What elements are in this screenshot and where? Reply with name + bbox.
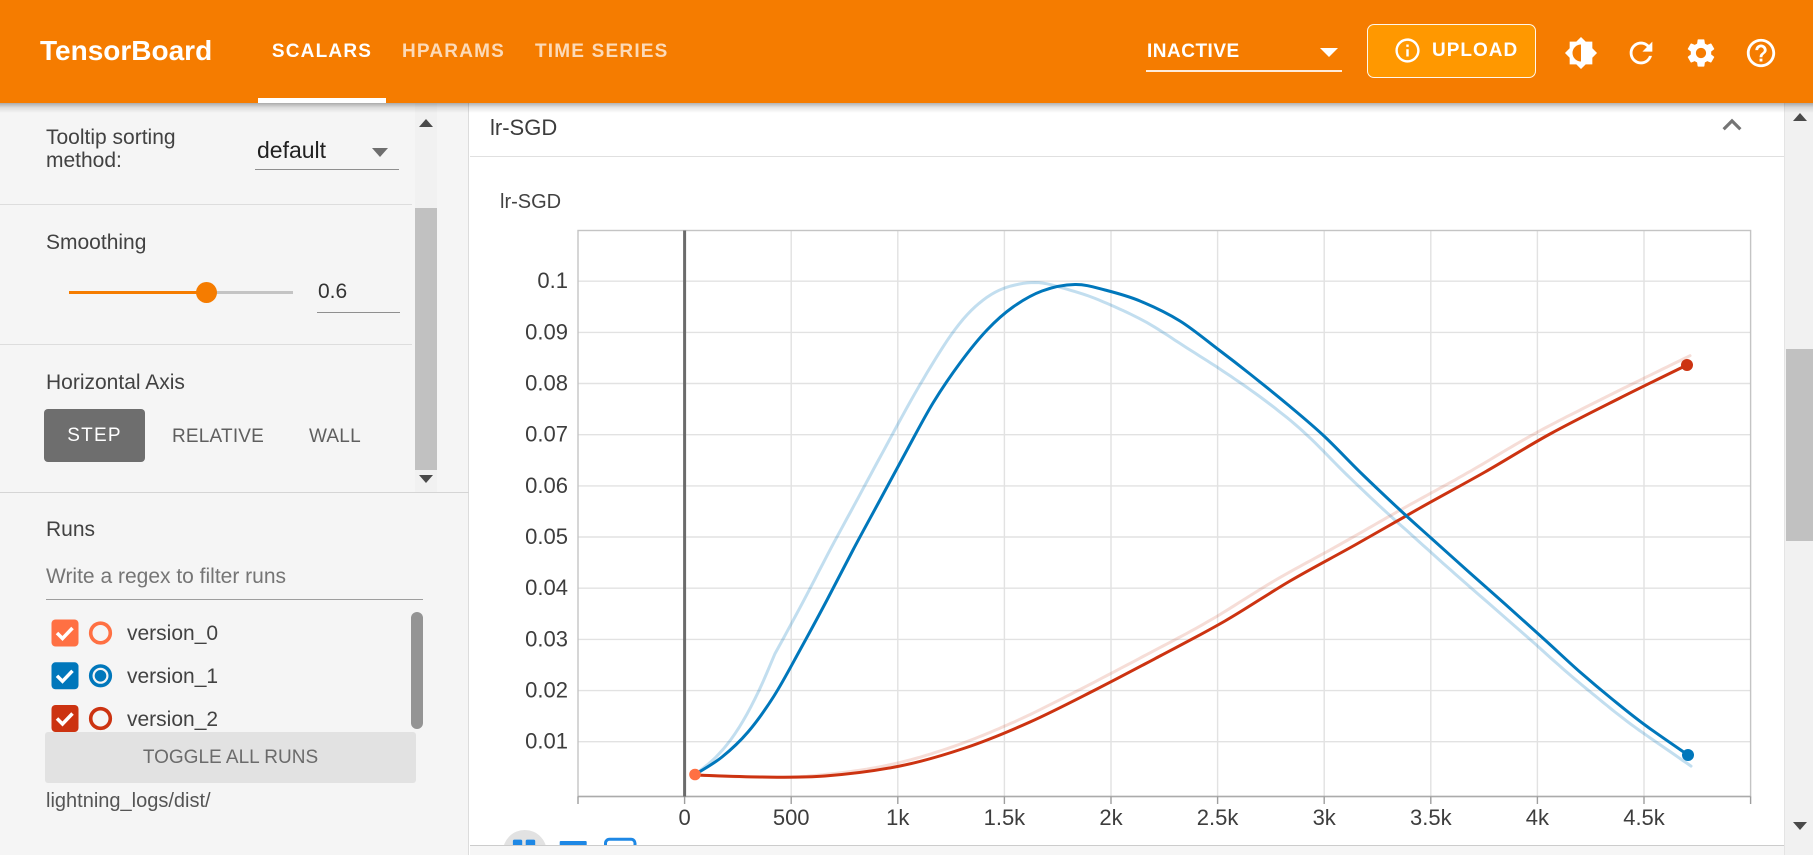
svg-text:4k: 4k [1526, 805, 1550, 830]
svg-text:0.02: 0.02 [525, 678, 568, 703]
svg-text:1.5k: 1.5k [984, 805, 1027, 830]
svg-text:0.03: 0.03 [525, 626, 568, 651]
svg-text:0.06: 0.06 [525, 473, 568, 498]
svg-text:0.1: 0.1 [537, 268, 568, 293]
svg-text:3k: 3k [1313, 805, 1337, 830]
svg-text:0.07: 0.07 [525, 422, 568, 447]
svg-text:0.05: 0.05 [525, 524, 568, 549]
svg-text:0: 0 [678, 805, 690, 830]
svg-text:0.01: 0.01 [525, 729, 568, 754]
svg-text:0.09: 0.09 [525, 319, 568, 344]
svg-text:2k: 2k [1099, 805, 1123, 830]
svg-text:3.5k: 3.5k [1410, 805, 1453, 830]
svg-text:500: 500 [773, 805, 810, 830]
svg-text:4.5k: 4.5k [1623, 805, 1666, 830]
svg-text:2.5k: 2.5k [1197, 805, 1240, 830]
svg-text:0.08: 0.08 [525, 371, 568, 396]
svg-text:0.04: 0.04 [525, 575, 568, 600]
svg-text:1k: 1k [886, 805, 910, 830]
svg-text:lr-SGD: lr-SGD [500, 191, 561, 213]
